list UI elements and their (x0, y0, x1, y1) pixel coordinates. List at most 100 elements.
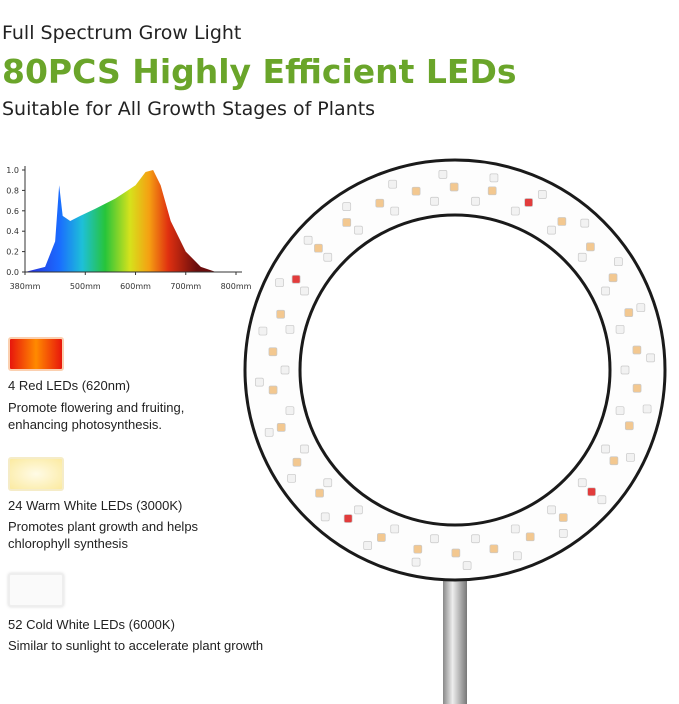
led-chip (438, 170, 448, 179)
ring-inner (298, 213, 612, 527)
led-chip (587, 487, 596, 497)
led-chip (462, 561, 472, 570)
led-chip (601, 286, 610, 296)
led-chip (411, 186, 421, 196)
led-chip (411, 557, 421, 567)
led-chip (268, 385, 278, 395)
led-chip (558, 513, 568, 522)
x-tick-label: 600mm (120, 282, 151, 291)
led-chip (388, 179, 398, 189)
led-chip (268, 347, 278, 357)
led-chip (315, 488, 324, 498)
led-chip (354, 225, 363, 235)
led-chip (258, 326, 268, 336)
x-tick-label: 800mm (221, 282, 252, 291)
pole (443, 570, 467, 704)
led-chip (615, 324, 625, 334)
x-tick-label: 500mm (70, 282, 101, 291)
x-tick-label: 380mm (10, 282, 41, 291)
led-chip (624, 421, 634, 431)
led-chip (615, 406, 625, 416)
warm-swatch (8, 457, 64, 491)
led-name: 52 Cold White LEDs (6000K) (8, 617, 175, 632)
tagline: Suitable for All Growth Stages of Plants (2, 98, 376, 120)
led-chip (636, 303, 646, 313)
led-chip (510, 206, 520, 216)
led-chip (285, 406, 295, 416)
cold-swatch (8, 573, 64, 607)
y-tick-label: 0.4 (6, 227, 19, 236)
led-chip (342, 218, 352, 227)
led-chip (608, 273, 618, 283)
led-chip (323, 252, 333, 262)
y-tick-label: 0.6 (6, 207, 19, 216)
led-chip (642, 404, 652, 414)
led-chip (363, 541, 373, 550)
led-chip (292, 457, 302, 467)
led-chip (375, 198, 385, 208)
led-chip (343, 514, 353, 523)
led-chip (320, 512, 330, 522)
y-tick-label: 0.0 (6, 268, 19, 277)
led-desc: enhancing photosynthesis. (8, 417, 162, 432)
led-chip (275, 278, 284, 288)
led-chip (430, 196, 439, 206)
led-chip (390, 524, 400, 534)
led-chip (586, 242, 595, 252)
led-chip (471, 196, 480, 206)
led-name: 4 Red LEDs (620nm) (8, 378, 131, 393)
led-chip (291, 274, 301, 284)
spectrum-area (25, 170, 216, 272)
led-chip (601, 444, 610, 454)
led-desc: Promote flowering and fruiting, (8, 400, 185, 415)
led-chip (580, 218, 590, 228)
x-tick-label: 700mm (170, 282, 201, 291)
led-desc: Similar to sunlight to accelerate plant … (8, 638, 264, 653)
led-chip (547, 225, 556, 235)
led-chip (558, 529, 568, 538)
y-tick-label: 0.2 (6, 248, 19, 257)
led-chip (276, 423, 286, 432)
led-desc: chlorophyll synthesis (8, 536, 128, 551)
led-chip (413, 544, 423, 554)
led-chip (537, 190, 547, 199)
led-chip (377, 533, 386, 542)
led-chip (264, 427, 274, 437)
led-desc: Promotes plant growth and helps (8, 519, 199, 534)
led-chip (314, 243, 323, 253)
y-tick-label: 1.0 (6, 166, 19, 175)
led-chip (276, 309, 286, 319)
led-chip (300, 286, 309, 296)
led-chip (524, 198, 533, 207)
led-chip (577, 252, 587, 262)
led-chip (489, 173, 499, 183)
led-chip (323, 478, 333, 488)
led-chip (620, 365, 630, 375)
led-chip (609, 456, 619, 466)
led-chip (300, 444, 309, 454)
led-chip (614, 257, 623, 267)
led-chip (646, 353, 655, 363)
led-name: 24 Warm White LEDs (3000K) (8, 498, 183, 513)
led-chip (390, 206, 400, 216)
led-chip (557, 217, 567, 226)
led-chip (632, 345, 642, 355)
led-chip (285, 324, 295, 334)
led-chip (510, 524, 520, 534)
led-chip (489, 544, 499, 554)
led-chip (280, 365, 290, 375)
led-chip (525, 532, 535, 542)
led-chip (342, 202, 352, 211)
led-chip (626, 452, 635, 462)
led-chip (303, 235, 313, 245)
led-chip (624, 308, 634, 317)
overline: Full Spectrum Grow Light (2, 22, 242, 44)
led-chip (287, 473, 296, 483)
led-chip (471, 534, 480, 544)
y-tick-label: 0.8 (6, 186, 19, 195)
led-chip (512, 551, 522, 561)
led-chip (449, 182, 459, 192)
led-chip (430, 534, 439, 544)
